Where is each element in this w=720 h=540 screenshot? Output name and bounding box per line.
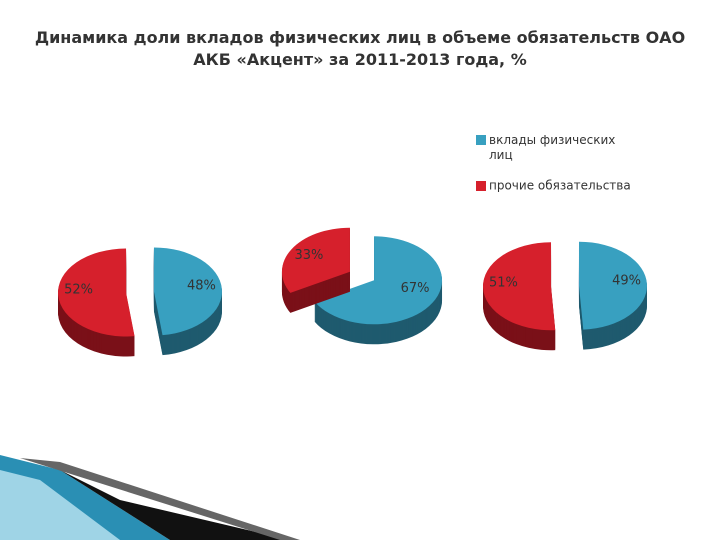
legend-label-line: лиц [489, 148, 513, 162]
slice [483, 242, 556, 351]
value-label: 67% [401, 281, 430, 296]
value-label: 33% [295, 248, 324, 263]
slice-top [578, 241, 647, 330]
slice [281, 227, 350, 313]
legend-label-line: вклады физических [489, 133, 615, 147]
title-text: Динамика доли вкладов физических лиц в о… [35, 28, 685, 47]
slice [153, 247, 222, 356]
value-label: 49% [612, 273, 641, 288]
decor [20, 458, 300, 540]
slice-top [281, 227, 350, 293]
decor [0, 470, 120, 540]
value-label: 48% [187, 278, 216, 293]
slice-top [483, 242, 556, 331]
legend-swatch [476, 135, 486, 145]
slice [578, 241, 647, 350]
slice-top [314, 236, 443, 325]
legend-label: прочие обязательства [489, 179, 631, 193]
slice [314, 236, 443, 345]
slice-top [58, 248, 135, 337]
legend-label: вклады физических лиц [489, 133, 615, 162]
decor [60, 470, 290, 540]
title-text: АКБ «Акцент» за 2011-2013 года, % [193, 50, 526, 69]
value-label: 52% [64, 283, 93, 298]
legend-swatch [476, 181, 486, 191]
slice [58, 248, 135, 357]
title: Динамика доли вкладов физических лиц в о… [35, 28, 685, 69]
value-label: 51% [489, 276, 518, 291]
slice-top [153, 247, 222, 336]
